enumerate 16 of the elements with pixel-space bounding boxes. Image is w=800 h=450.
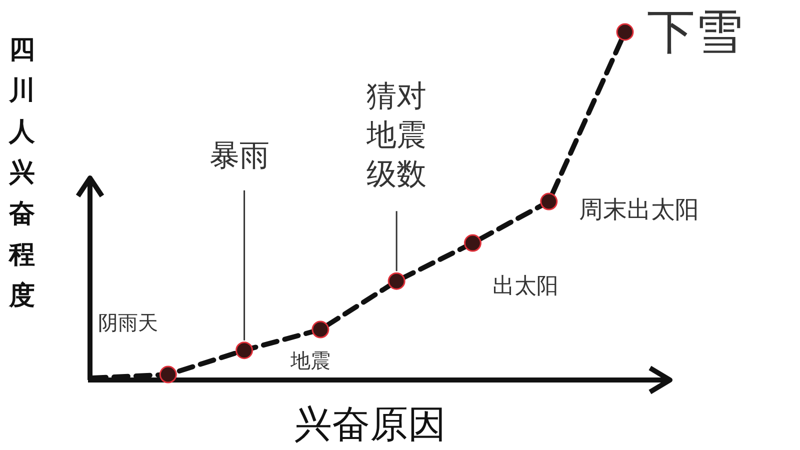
point [159, 366, 177, 384]
annotation: 地震 [289, 348, 330, 373]
annotation: 周末出太阳 [578, 196, 699, 224]
annotation: 暴雨 [209, 138, 270, 174]
annotation: 下雪 [647, 4, 743, 60]
point [236, 342, 254, 360]
point [388, 272, 406, 290]
point [616, 23, 634, 41]
annotation: 阴雨天 [98, 310, 158, 335]
point [312, 320, 330, 338]
point [464, 234, 482, 252]
point [540, 192, 558, 210]
y-axis-title: 四川人兴奋程度 [8, 35, 36, 311]
annotation: 出太阳 [492, 274, 559, 300]
x-axis-title: 兴奋原因 [294, 402, 446, 446]
annotation: 猜对地震级数 [366, 79, 427, 192]
